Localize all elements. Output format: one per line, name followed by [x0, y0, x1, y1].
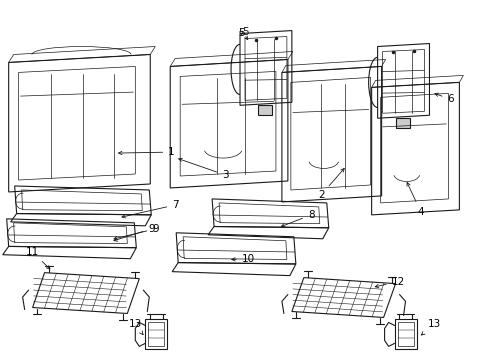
Text: 4: 4 [406, 183, 423, 217]
Text: 9: 9 [114, 224, 155, 241]
Polygon shape [395, 118, 409, 128]
Text: 13: 13 [421, 319, 440, 335]
Text: 3: 3 [178, 158, 228, 180]
Text: 11: 11 [25, 247, 50, 269]
Text: 6: 6 [434, 93, 453, 104]
Text: 5: 5 [238, 28, 244, 37]
Polygon shape [258, 105, 271, 115]
Text: 12: 12 [374, 276, 404, 288]
Text: 10: 10 [231, 254, 255, 264]
Text: 2: 2 [317, 168, 344, 200]
Text: 5: 5 [242, 27, 248, 37]
Text: 13: 13 [128, 319, 143, 334]
Text: 7: 7 [122, 200, 179, 218]
Text: 1: 1 [118, 147, 175, 157]
Text: 9: 9 [114, 224, 159, 240]
Text: 8: 8 [281, 210, 314, 227]
